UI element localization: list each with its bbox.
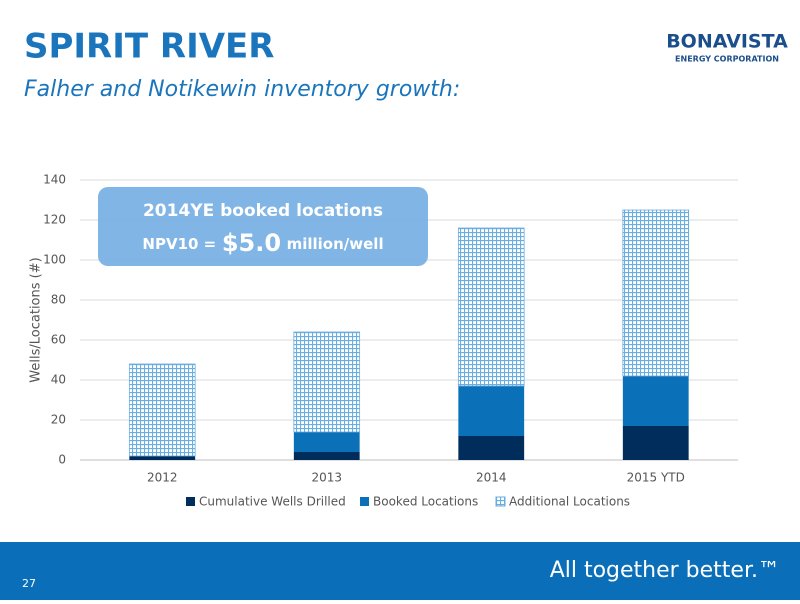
legend-swatch	[186, 497, 195, 506]
callout-line2: NPV10 = $5.0 million/well	[142, 229, 383, 257]
legend-label: Booked Locations	[373, 495, 478, 509]
y-tick-label: 80	[51, 293, 66, 307]
y-tick-label: 0	[58, 453, 66, 467]
logo-tagline: ENERGY CORPORATION	[675, 55, 779, 64]
bar-segment	[128, 363, 196, 457]
x-tick-label: 2012	[147, 471, 178, 485]
legend-swatch	[360, 497, 369, 506]
y-tick-label: 120	[43, 213, 66, 227]
bar-segment	[458, 386, 525, 436]
callout-value: $5.0	[222, 229, 281, 257]
footer-band	[0, 542, 800, 600]
x-tick-label: 2013	[311, 471, 342, 485]
y-tick-label: 60	[51, 333, 66, 347]
logo-name: BONAVISTA	[666, 31, 788, 53]
bar-segment	[129, 456, 196, 460]
y-axis-label: Wells/Locations (#)	[29, 257, 44, 382]
subtitle: Falher and Notikewin inventory growth:	[24, 77, 460, 102]
page-number: 27	[22, 577, 36, 590]
callout-box	[98, 187, 428, 266]
callout-prefix: NPV10 =	[142, 235, 216, 253]
bar-segment	[293, 452, 360, 460]
bar-segment	[293, 432, 360, 452]
bar-segment	[458, 436, 525, 460]
slogan: All together better.™	[550, 558, 780, 583]
bar-segment	[622, 376, 689, 426]
bar-segment	[457, 227, 525, 387]
y-tick-label: 140	[43, 173, 66, 187]
y-tick-label: 100	[43, 253, 66, 267]
callout-suffix: million/well	[287, 235, 384, 253]
x-tick-label: 2015 YTD	[627, 471, 685, 485]
callout-line1: 2014YE booked locations	[143, 201, 383, 221]
bar-segment	[622, 426, 689, 460]
title: SPIRIT RIVER	[24, 27, 274, 67]
bar-segment	[622, 209, 690, 377]
plot: 0 20 40 60 80 100 120 140 2012 2013 2014 2015 YTD Cu…	[43, 173, 738, 509]
y-tick-label: 40	[51, 373, 66, 387]
legend-label: Additional Locations	[509, 495, 630, 509]
bar-segment	[293, 331, 361, 433]
legend-label: Cumulative Wells Drilled	[199, 495, 346, 509]
y-tick-label: 20	[51, 413, 66, 427]
legend-swatch	[495, 496, 506, 507]
x-tick-label: 2014	[476, 471, 507, 485]
